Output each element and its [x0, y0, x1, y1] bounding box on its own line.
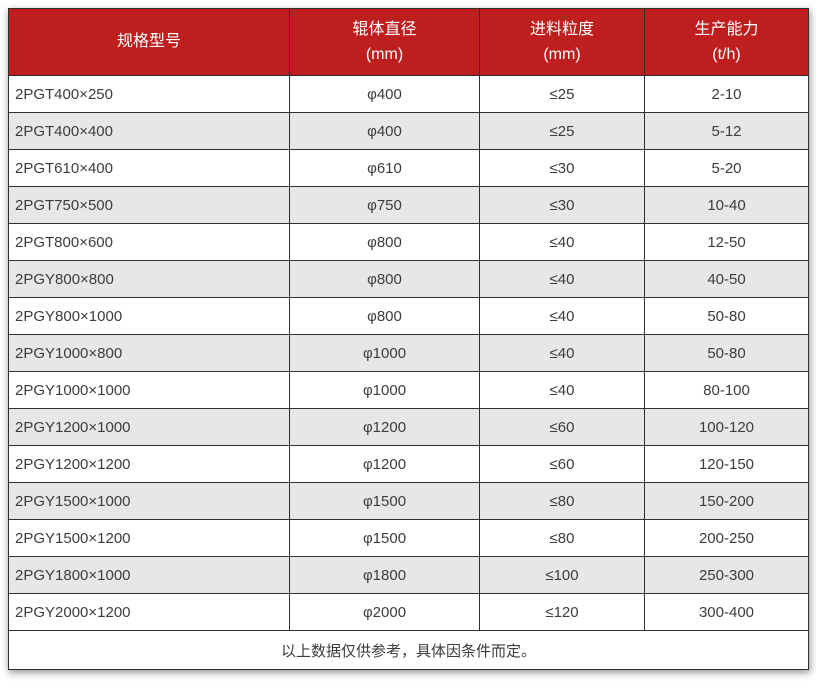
capacity-cell: 200-250	[644, 519, 809, 557]
capacity-cell: 5-20	[644, 149, 809, 187]
header-unit-capacity: (t/h)	[712, 46, 741, 63]
header-row: 规格型号 辊体直径 (mm) 进料粒度 (mm) 生产能力 (t/h)	[8, 8, 809, 76]
model-cell: 2PGY800×800	[8, 260, 290, 298]
header-col-diameter: 辊体直径 (mm)	[289, 8, 480, 76]
diameter-cell: φ610	[289, 149, 480, 187]
header-label-model: 规格型号	[116, 33, 181, 50]
table-footer: 以上数据仅供参考，具体因条件而定。	[8, 630, 809, 670]
model-cell: 2PGY1000×1000	[8, 371, 290, 409]
diameter-cell: φ400	[289, 75, 480, 113]
diameter-cell: φ2000	[289, 593, 480, 631]
table-row: 2PGY1500×1000 φ1500 ≤80 150-200	[8, 482, 809, 520]
diameter-cell: φ750	[289, 186, 480, 224]
table-row: 2PGY1000×1000 φ1000 ≤40 80-100	[8, 371, 809, 409]
feed-size-cell: ≤60	[479, 445, 645, 483]
header-col-feed-size: 进料粒度 (mm)	[479, 8, 645, 76]
footnote: 以上数据仅供参考，具体因条件而定。	[8, 630, 809, 670]
diameter-cell: φ1800	[289, 556, 480, 594]
feed-size-cell: ≤25	[479, 112, 645, 150]
table-row: 2PGT750×500 φ750 ≤30 10-40	[8, 186, 809, 224]
table-row: 2PGY1000×800 φ1000 ≤40 50-80	[8, 334, 809, 372]
capacity-cell: 40-50	[644, 260, 809, 298]
model-cell: 2PGY800×1000	[8, 297, 290, 335]
model-cell: 2PGT800×600	[8, 223, 290, 261]
capacity-cell: 100-120	[644, 408, 809, 446]
feed-size-cell: ≤40	[479, 223, 645, 261]
model-cell: 2PGY1500×1000	[8, 482, 290, 520]
model-cell: 2PGT400×250	[8, 75, 290, 113]
diameter-cell: φ400	[289, 112, 480, 150]
table-row: 2PGY1500×1200 φ1500 ≤80 200-250	[8, 519, 809, 557]
capacity-cell: 5-12	[644, 112, 809, 150]
table-row: 2PGY800×800 φ800 ≤40 40-50	[8, 260, 809, 298]
model-cell: 2PGY2000×1200	[8, 593, 290, 631]
table-row: 2PGT400×250 φ400 ≤25 2-10	[8, 75, 809, 113]
header-unit-diameter: (mm)	[365, 46, 404, 63]
capacity-cell: 50-80	[644, 334, 809, 372]
diameter-cell: φ1000	[289, 371, 480, 409]
feed-size-cell: ≤40	[479, 260, 645, 298]
feed-size-cell: ≤30	[479, 149, 645, 187]
diameter-cell: φ800	[289, 223, 480, 261]
header-col-capacity: 生产能力 (t/h)	[644, 8, 809, 76]
model-cell: 2PGY1000×800	[8, 334, 290, 372]
feed-size-cell: ≤40	[479, 334, 645, 372]
table-row: 2PGT800×600 φ800 ≤40 12-50	[8, 223, 809, 261]
diameter-cell: φ800	[289, 297, 480, 335]
diameter-cell: φ800	[289, 260, 480, 298]
model-cell: 2PGY1500×1200	[8, 519, 290, 557]
spec-table: 规格型号 辊体直径 (mm) 进料粒度 (mm) 生产能力 (t/h) 2PGT…	[8, 8, 809, 670]
table-header: 规格型号 辊体直径 (mm) 进料粒度 (mm) 生产能力 (t/h)	[8, 8, 809, 76]
feed-size-cell: ≤80	[479, 519, 645, 557]
capacity-cell: 150-200	[644, 482, 809, 520]
table-body: 2PGT400×250 φ400 ≤25 2-10 2PGT400×400 φ400 ≤25…	[8, 75, 809, 631]
diameter-cell: φ1500	[289, 519, 480, 557]
capacity-cell: 250-300	[644, 556, 809, 594]
feed-size-cell: ≤25	[479, 75, 645, 113]
diameter-cell: φ1500	[289, 482, 480, 520]
feed-size-cell: ≤40	[479, 297, 645, 335]
table-row: 2PGY1200×1000 φ1200 ≤60 100-120	[8, 408, 809, 446]
feed-size-cell: ≤60	[479, 408, 645, 446]
capacity-cell: 80-100	[644, 371, 809, 409]
header-label-feed-size: 进料粒度	[529, 21, 594, 38]
model-cell: 2PGT400×400	[8, 112, 290, 150]
feed-size-cell: ≤120	[479, 593, 645, 631]
model-cell: 2PGY1200×1200	[8, 445, 290, 483]
header-label-diameter: 辊体直径	[352, 21, 417, 38]
header-unit-feed-size: (mm)	[543, 46, 581, 63]
capacity-cell: 2-10	[644, 75, 809, 113]
table-row: 2PGT610×400 φ610 ≤30 5-20	[8, 149, 809, 187]
diameter-cell: φ1000	[289, 334, 480, 372]
diameter-cell: φ1200	[289, 408, 480, 446]
capacity-cell: 300-400	[644, 593, 809, 631]
feed-size-cell: ≤30	[479, 186, 645, 224]
capacity-cell: 12-50	[644, 223, 809, 261]
header-label-capacity: 生产能力	[694, 21, 759, 38]
table-row: 2PGY1200×1200 φ1200 ≤60 120-150	[8, 445, 809, 483]
table-row: 2PGY2000×1200 φ2000 ≤120 300-400	[8, 593, 809, 631]
model-cell: 2PGY1800×1000	[8, 556, 290, 594]
header-col-model: 规格型号	[8, 8, 290, 76]
table-row: 2PGY800×1000 φ800 ≤40 50-80	[8, 297, 809, 335]
capacity-cell: 120-150	[644, 445, 809, 483]
diameter-cell: φ1200	[289, 445, 480, 483]
footnote-row: 以上数据仅供参考，具体因条件而定。	[8, 630, 809, 670]
table-row: 2PGT400×400 φ400 ≤25 5-12	[8, 112, 809, 150]
feed-size-cell: ≤40	[479, 371, 645, 409]
capacity-cell: 10-40	[644, 186, 809, 224]
feed-size-cell: ≤100	[479, 556, 645, 594]
model-cell: 2PGY1200×1000	[8, 408, 290, 446]
feed-size-cell: ≤80	[479, 482, 645, 520]
table-row: 2PGY1800×1000 φ1800 ≤100 250-300	[8, 556, 809, 594]
model-cell: 2PGT610×400	[8, 149, 290, 187]
model-cell: 2PGT750×500	[8, 186, 290, 224]
capacity-cell: 50-80	[644, 297, 809, 335]
